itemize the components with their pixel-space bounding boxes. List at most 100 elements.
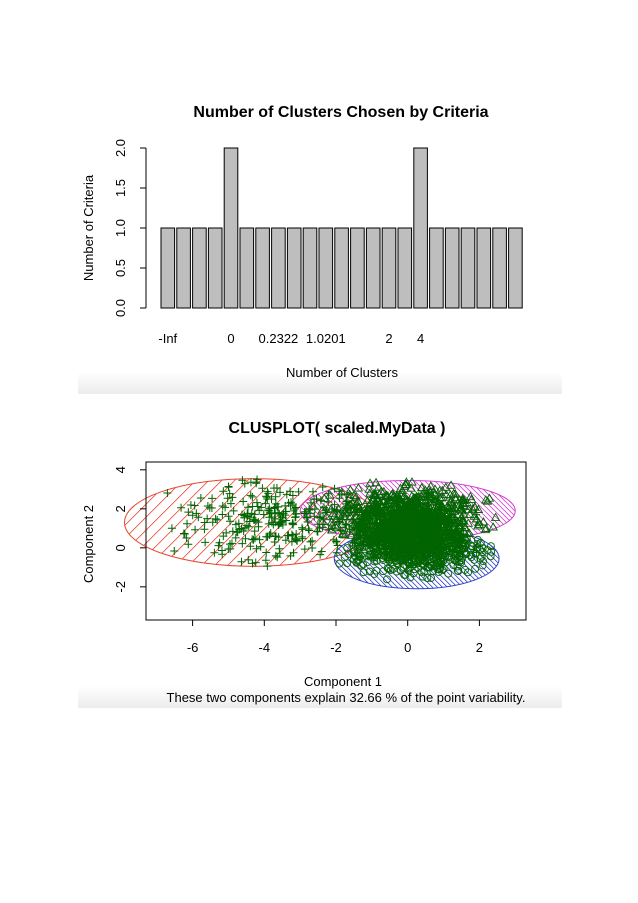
hatch-line	[528, 474, 601, 547]
point-triangle	[434, 546, 445, 555]
point-circle	[439, 564, 448, 573]
point-plus	[262, 493, 271, 502]
point-plus	[275, 544, 284, 553]
point-circle	[432, 547, 441, 556]
point-plus	[302, 512, 311, 521]
point-triangle	[454, 495, 465, 504]
point-plus	[290, 504, 299, 513]
clusplot-y-axis: -2 0 2 4	[113, 466, 146, 593]
point-triangle	[460, 522, 471, 531]
point-plus	[292, 509, 301, 518]
point-circle	[486, 542, 495, 551]
point-triangle	[422, 502, 432, 511]
point-plus	[183, 519, 192, 528]
point-plus	[310, 512, 319, 521]
point-triangle	[328, 508, 338, 517]
point-circle	[402, 561, 411, 570]
point-plus	[306, 509, 315, 518]
point-plus	[286, 551, 295, 560]
point-triangle	[321, 511, 332, 521]
point-plus	[240, 511, 249, 520]
bar	[460, 227, 476, 309]
point-triangle	[355, 535, 365, 545]
point-triangle	[466, 494, 477, 503]
clus-y-tick-label: 2	[113, 505, 128, 512]
bar	[223, 147, 239, 309]
point-plus	[244, 503, 253, 512]
hatch-line	[124, 478, 194, 567]
point-triangle	[372, 493, 383, 502]
point-plus	[281, 511, 290, 520]
point-triangle	[437, 503, 448, 512]
point-plus	[293, 536, 302, 545]
bar-chart-title: Number of Clusters Chosen by Criteria	[193, 104, 488, 121]
point-triangle	[403, 541, 414, 550]
point-triangle	[326, 525, 337, 534]
point-plus	[413, 530, 422, 539]
point-triangle	[383, 495, 393, 504]
point-plus	[184, 508, 193, 517]
cluster-1-points	[163, 475, 377, 571]
point-plus	[330, 500, 339, 509]
point-plus	[224, 512, 233, 521]
point-plus	[264, 519, 273, 528]
point-circle	[471, 564, 480, 573]
point-plus	[248, 492, 257, 501]
point-plus	[192, 509, 201, 518]
hatch-line	[533, 474, 606, 547]
bar	[192, 227, 207, 309]
point-plus	[218, 550, 227, 559]
point-circle	[359, 568, 368, 577]
point-plus	[218, 502, 227, 511]
hatch-line	[334, 528, 386, 589]
point-triangle	[474, 517, 484, 526]
point-plus	[244, 555, 253, 564]
point-circle	[444, 569, 453, 578]
point-plus	[253, 502, 262, 511]
point-plus	[348, 517, 357, 526]
point-plus	[324, 498, 333, 507]
clus-x-tick-label: 2	[476, 640, 483, 655]
point-triangle	[420, 496, 430, 505]
point-circle	[423, 574, 432, 583]
point-circle	[383, 501, 392, 509]
point-triangle	[331, 514, 342, 523]
point-circle	[429, 541, 438, 550]
point-triangle	[473, 504, 484, 513]
point-plus	[318, 483, 327, 492]
point-circle	[365, 509, 374, 518]
point-circle	[479, 557, 488, 566]
point-plus	[288, 519, 297, 528]
clus-y-tick-label: -2	[113, 581, 128, 593]
point-triangle	[446, 532, 457, 542]
point-circle	[360, 514, 369, 523]
point-plus	[252, 498, 261, 507]
point-plus	[251, 516, 260, 525]
point-plus	[318, 523, 327, 532]
point-plus	[315, 513, 324, 522]
point-triangle	[319, 493, 330, 502]
point-circle	[383, 575, 391, 584]
bar	[365, 227, 381, 309]
point-plus	[358, 527, 367, 536]
bar	[350, 227, 365, 309]
point-circle	[370, 569, 379, 578]
point-plus	[167, 524, 176, 533]
point-plus	[224, 483, 233, 492]
point-circle	[426, 558, 435, 567]
point-circle	[410, 565, 419, 573]
point-circle	[487, 547, 496, 556]
hatch-line	[518, 474, 591, 547]
point-triangle	[430, 489, 440, 499]
point-circle	[486, 552, 495, 561]
point-plus	[350, 539, 359, 548]
point-triangle	[394, 498, 404, 507]
point-triangle	[346, 512, 356, 521]
point-triangle	[364, 484, 374, 493]
bar	[302, 227, 318, 309]
point-triangle	[446, 480, 456, 489]
point-circle	[427, 574, 436, 582]
point-circle	[461, 549, 470, 558]
point-circle	[335, 559, 344, 568]
point-plus	[303, 517, 312, 526]
